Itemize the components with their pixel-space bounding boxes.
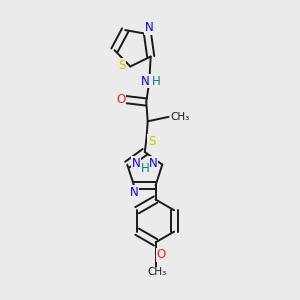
Text: S: S [118, 59, 126, 72]
Text: H: H [141, 162, 149, 175]
Text: N: N [149, 157, 158, 170]
Text: H: H [152, 75, 160, 88]
Text: O: O [116, 92, 125, 106]
Text: N: N [145, 21, 154, 34]
Text: N: N [132, 157, 140, 170]
Text: S: S [148, 135, 155, 148]
Text: N: N [141, 75, 150, 88]
Text: O: O [156, 248, 166, 261]
Text: CH₃: CH₃ [148, 267, 167, 277]
Text: N: N [130, 186, 139, 199]
Text: CH₃: CH₃ [170, 112, 190, 122]
